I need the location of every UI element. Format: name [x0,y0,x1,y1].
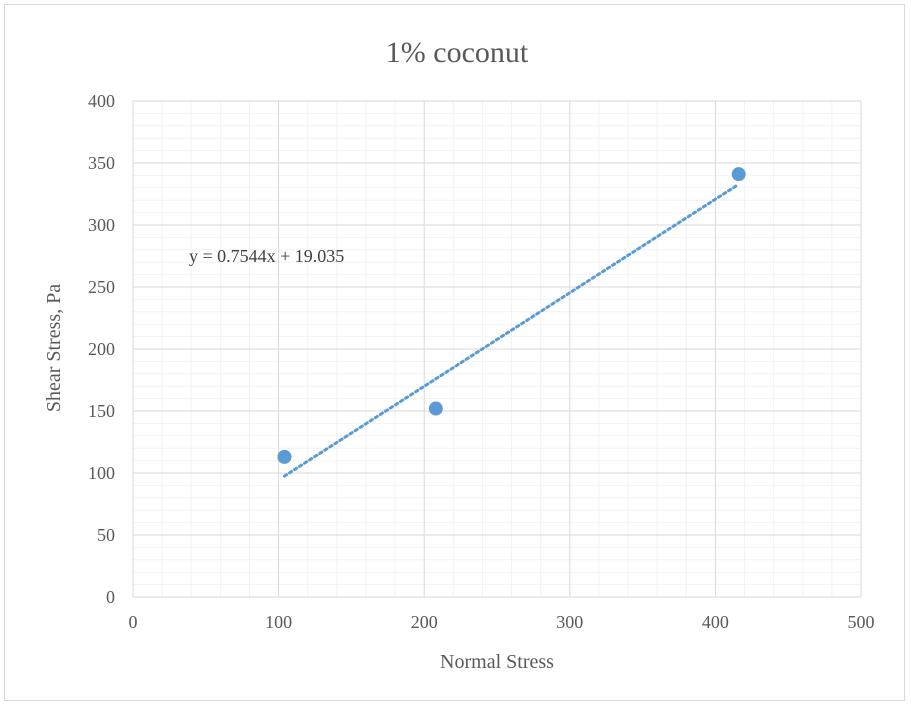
x-tick-label: 100 [265,612,292,632]
trendline [282,182,741,478]
y-tick-label: 50 [97,525,115,545]
chart-title: 1% coconut [386,36,529,69]
y-axis-label: Shear Stress, Pa [43,284,65,412]
y-tick-label: 350 [88,153,115,173]
y-tick-label: 100 [88,463,115,483]
x-axis-label: Normal Stress [440,651,554,673]
y-tick-label: 400 [88,91,115,111]
y-tick-labels: 0 50 100 150 200 250 300 350 400 [88,91,115,607]
x-tick-label: 500 [848,612,875,632]
y-tick-label: 300 [88,215,115,235]
x-tick-label: 0 [129,612,138,632]
trendline-equation: y = 0.7544x + 19.035 [189,246,344,266]
y-tick-label: 0 [106,587,115,607]
y-tick-label: 250 [88,277,115,297]
x-tick-label: 400 [702,612,729,632]
x-tick-labels: 0 100 200 300 400 500 [129,612,875,632]
data-points [277,167,746,464]
data-point [428,401,443,416]
x-tick-label: 200 [411,612,438,632]
major-gridlines [132,100,862,598]
y-tick-label: 200 [88,339,115,359]
data-point [731,167,746,182]
x-tick-label: 300 [556,612,583,632]
trendline-group [282,182,741,478]
y-tick-label: 150 [88,401,115,421]
data-point [277,449,292,464]
